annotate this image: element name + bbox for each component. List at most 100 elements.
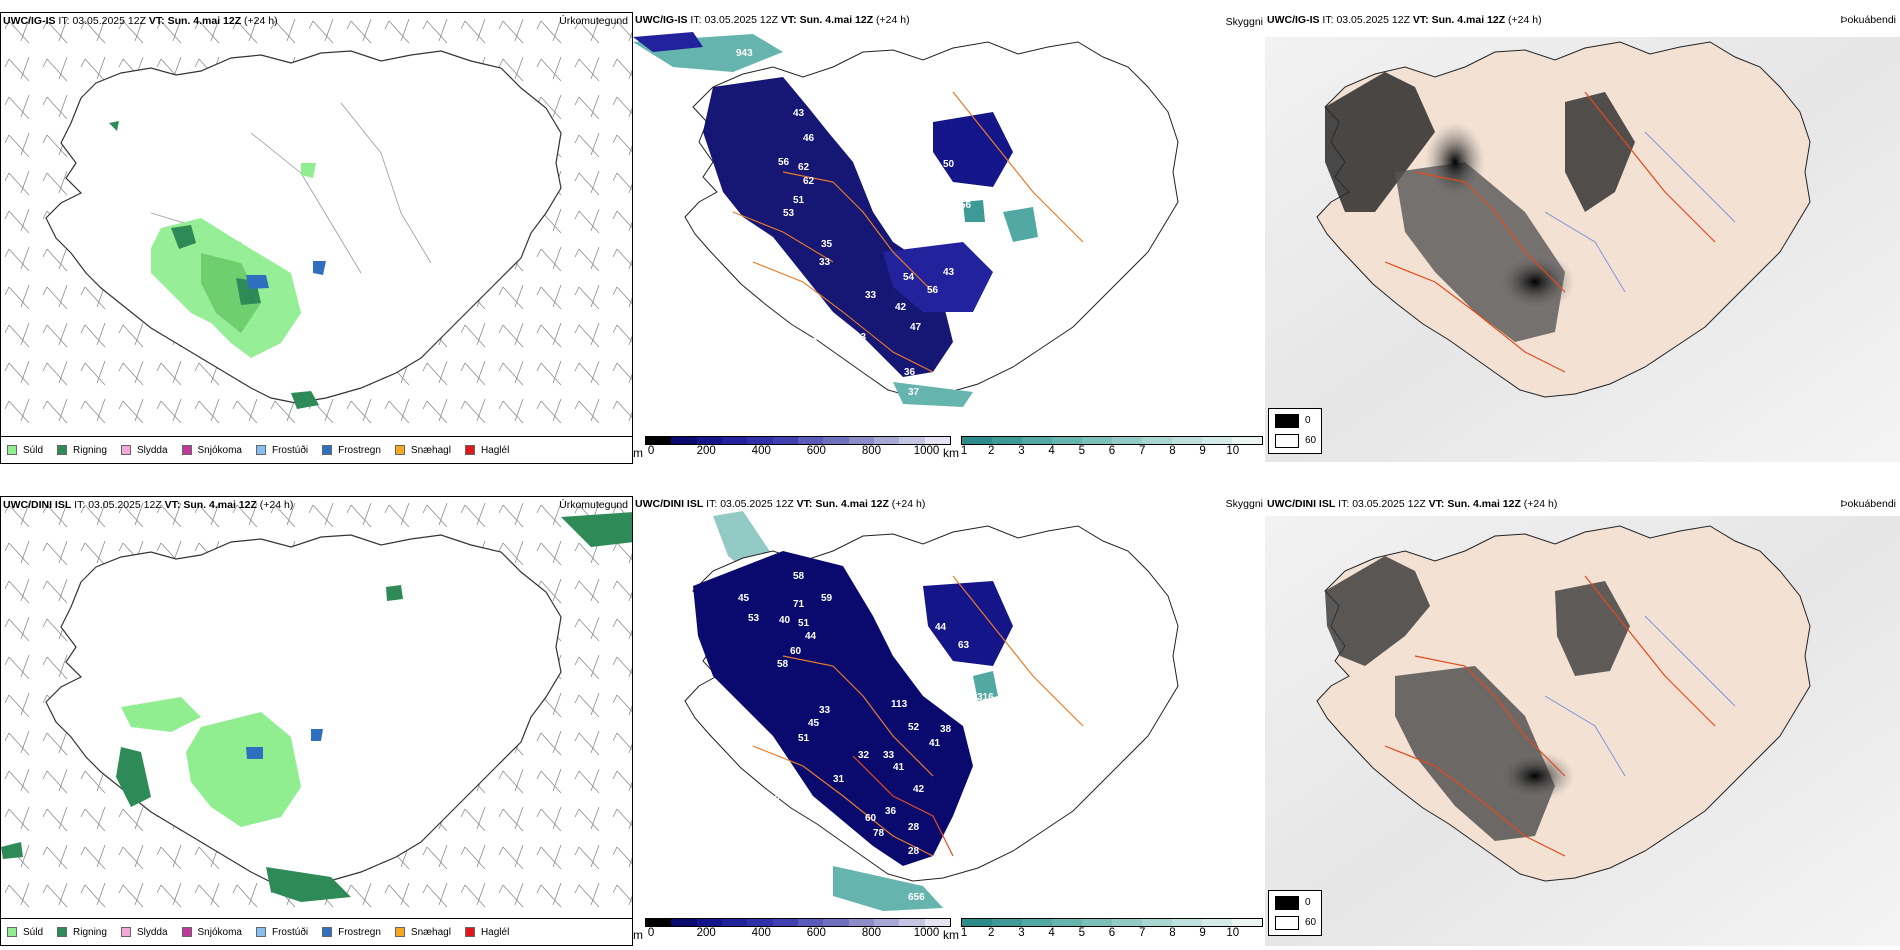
- visibility-value: 113: [891, 699, 908, 710]
- precip-map-top: [1, 13, 632, 438]
- visibility-value: 50: [943, 159, 955, 170]
- legend-item: Snjókoma: [181, 927, 242, 938]
- visibility-value: 44: [935, 622, 947, 633]
- colorbar-visibility-bottom: km 1 2 3 4 5 6 7 8 9 10: [943, 918, 1263, 942]
- legend-item: Frostregn: [322, 445, 381, 456]
- visibility-value: 53: [748, 613, 760, 624]
- visibility-value: 105: [963, 824, 980, 835]
- panel-header: UWC/IG-IS IT: 03.05.2025 12Z VT: Sun. 4.…: [1267, 14, 1542, 26]
- colorbar-height-top: m 0 200 400 600 800 1000: [633, 436, 951, 460]
- visibility-value: 51: [793, 195, 805, 206]
- legend-item: Súld: [7, 445, 43, 456]
- visibility-value: 43: [793, 108, 805, 119]
- panel-title: Skyggni: [1225, 498, 1263, 510]
- visibility-value: 44: [805, 631, 817, 642]
- visibility-value: 63: [958, 640, 970, 651]
- legend-item: Rigning: [57, 445, 107, 456]
- visibility-value: 33: [883, 750, 895, 761]
- visibility-value: 59: [821, 593, 833, 604]
- legend-item: Rigning: [57, 927, 107, 938]
- panel-header: UWC/DINI ISL IT: 03.05.2025 12Z VT: Sun.…: [635, 498, 926, 510]
- panel-title: Skyggni: [1225, 16, 1263, 28]
- panel-header: UWC/IG-IS IT: 03.05.2025 12Z VT: Sun. 4.…: [635, 14, 910, 26]
- panel-title: Úrkomutegund: [559, 499, 628, 511]
- legend-item: Súld: [7, 927, 43, 938]
- fog-legend-bottom: 0 60: [1268, 890, 1322, 936]
- visibility-value: 71: [793, 599, 805, 610]
- visibility-value: 38: [940, 724, 952, 735]
- precip-type-panel-bottom: UWC/DINI ISL IT: 03.05.2025 12Z VT: Sun.…: [0, 496, 633, 946]
- visibility-value: 106: [956, 420, 973, 431]
- iceland-outline: [45, 50, 562, 404]
- legend-item: Slydda: [120, 445, 168, 456]
- visibility-value: 32: [858, 750, 870, 761]
- panel-title: Þokuábendi: [1840, 498, 1896, 510]
- visibility-value: 58: [777, 659, 789, 670]
- visibility-map-top: [633, 32, 1179, 407]
- colorbar-scale: [645, 918, 951, 927]
- visibility-map-bottom: [684, 511, 1179, 911]
- legend-item: Haglél: [464, 927, 509, 938]
- fog-legend-top: 0 60: [1268, 408, 1322, 454]
- precip-legend-top: Súld Rigning Slydda Snjókoma Frostúði Fr…: [1, 436, 632, 463]
- legend-item: Haglél: [464, 445, 509, 456]
- visibility-value: 46: [803, 133, 815, 144]
- visibility-value: 47: [910, 322, 922, 333]
- legend-item: Snæhagl: [394, 445, 451, 456]
- visibility-value: 41: [929, 738, 941, 749]
- visibility-value: 40: [779, 615, 791, 626]
- visibility-value: 54: [903, 272, 915, 283]
- visibility-value: 78: [873, 828, 885, 839]
- visibility-value: 33: [855, 332, 867, 343]
- visibility-value: 31: [833, 774, 845, 785]
- visibility-value: 31: [906, 405, 918, 416]
- panel-header: UWC/IG-IS IT: 03.05.2025 12Z VT: Sun. 4.…: [3, 15, 278, 27]
- iceland-outline: [1316, 525, 1811, 882]
- visibility-value: 30: [895, 866, 907, 877]
- visibility-value: 60: [773, 828, 785, 839]
- panel-header: UWC/DINI ISL IT: 03.05.2025 12Z VT: Sun.…: [3, 499, 294, 511]
- colorbar-scale: [645, 436, 951, 445]
- visibility-value: 53: [773, 367, 785, 378]
- panel-header: UWC/DINI ISL IT: 03.05.2025 12Z VT: Sun.…: [1267, 498, 1558, 510]
- visibility-value: 751: [993, 786, 1010, 797]
- visibility-value: 58: [793, 571, 805, 582]
- visibility-value: 56: [927, 285, 939, 296]
- visibility-value: 28: [908, 846, 920, 857]
- visibility-value: 124: [980, 224, 997, 235]
- visibility-value: 42: [895, 302, 907, 313]
- visibility-value: 35: [821, 239, 833, 250]
- visibility-panel-top: UWC/IG-IS IT: 03.05.2025 12Z VT: Sun. 4.…: [633, 12, 1265, 464]
- visibility-value: 45: [738, 593, 750, 604]
- visibility-value: 41: [893, 762, 905, 773]
- visibility-value: 29: [833, 324, 845, 335]
- panel-title: Úrkomutegund: [559, 15, 628, 27]
- precip-type-panel-top: UWC/IG-IS IT: 03.05.2025 12Z VT: Sun. 4.…: [0, 12, 633, 464]
- visibility-value: 43: [943, 267, 955, 278]
- precip-map-bottom: [1, 497, 632, 921]
- visibility-value: 62: [798, 162, 810, 173]
- fog-map-top: [1265, 37, 1900, 462]
- fog-map-bottom: [1265, 516, 1900, 946]
- visibility-value: 53: [783, 208, 795, 219]
- visibility-value: 56: [960, 200, 972, 211]
- fog-index-panel-bottom: UWC/DINI ISL IT: 03.05.2025 12Z VT: Sun.…: [1265, 496, 1900, 946]
- colorbar-visibility-top: km 1 2 3 4 5 6 7 8 9 10: [943, 436, 1263, 460]
- visibility-value: 63: [1013, 287, 1025, 298]
- colorbar-height-bottom: m 0 200 400 600 800 1000: [633, 918, 951, 942]
- visibility-value: 51: [798, 618, 810, 629]
- low-visibility-area: [703, 77, 953, 377]
- visibility-panel-bottom: UWC/DINI ISL IT: 03.05.2025 12Z VT: Sun.…: [633, 496, 1265, 946]
- panel-title: Þokuábendi: [1840, 14, 1896, 26]
- visibility-value: 62: [803, 176, 815, 187]
- fog-index-panel-top: UWC/IG-IS IT: 03.05.2025 12Z VT: Sun. 4.…: [1265, 12, 1900, 464]
- visibility-value: 316: [977, 692, 994, 703]
- visibility-value: 60: [865, 813, 877, 824]
- colorbar-scale: [961, 918, 1263, 927]
- visibility-value: 28: [908, 822, 920, 833]
- visibility-value: 60: [790, 646, 802, 657]
- low-visibility-area: [693, 551, 973, 866]
- visibility-value: 37: [908, 387, 920, 398]
- visibility-value: 656: [908, 892, 925, 903]
- visibility-value: 33: [929, 408, 941, 419]
